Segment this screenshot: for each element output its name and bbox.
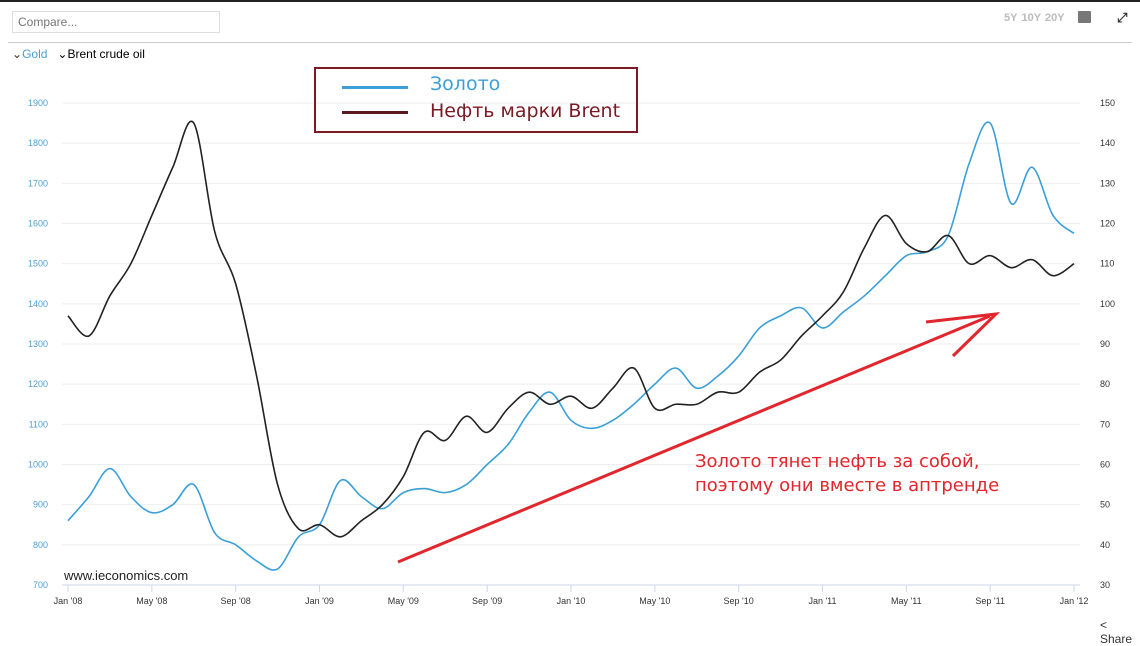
series-gold-label: Gold — [22, 47, 48, 61]
y-left-tick-label: 700 — [33, 580, 48, 590]
y-left-tick-label: 1400 — [28, 299, 48, 309]
series-brent-label: Brent crude oil — [67, 47, 145, 61]
range-5y[interactable]: 5Y — [1004, 12, 1018, 24]
chevron-down-icon: ⌄ — [12, 47, 23, 61]
y-left-tick-label: 1300 — [28, 339, 48, 349]
x-tick-label: Sep '10 — [724, 596, 754, 606]
y-right-tick-label: 110 — [1100, 259, 1114, 269]
gold-series-line — [67, 121, 1075, 571]
x-tick-label: Sep '08 — [221, 596, 251, 606]
share-label: Share — [1100, 632, 1133, 646]
annotation-line-2: поэтому они вместе в аптренде — [695, 475, 1000, 496]
y-right-tick-label: 70 — [1100, 419, 1110, 429]
series-toggles: ⌄Gold ⌄Brent crude oil — [12, 47, 145, 61]
y-right-tick-label: 100 — [1100, 299, 1115, 309]
y-right-tick-label: 150 — [1100, 98, 1115, 108]
share-button[interactable]: < Share — [1100, 618, 1140, 646]
calendar-icon[interactable] — [1078, 11, 1091, 23]
series-toggle-gold[interactable]: ⌄Gold — [12, 47, 47, 61]
x-tick-label: Jan '08 — [54, 596, 83, 606]
y-left-tick-label: 1600 — [28, 219, 48, 229]
annotation-line-1: Золото тянет нефть за собой, — [695, 451, 980, 472]
y-right-tick-label: 130 — [1100, 178, 1115, 188]
brent-series-line — [67, 120, 1075, 538]
share-icon: < — [1100, 618, 1108, 632]
y-left-tick-label: 1900 — [28, 98, 48, 108]
x-tick-label: May '10 — [639, 596, 670, 606]
trend-arrow-head — [925, 312, 1001, 358]
watermark: www.ieconomics.com — [64, 568, 189, 583]
y-left-tick-label: 1000 — [28, 460, 48, 470]
x-tick-label: Jan '12 — [1060, 596, 1089, 606]
x-tick-label: May '09 — [388, 596, 419, 606]
y-right-tick-label: 60 — [1100, 460, 1110, 470]
divider — [8, 42, 1132, 43]
y-right-tick-label: 40 — [1100, 540, 1110, 550]
expand-icon[interactable]: ⤢ — [1117, 10, 1128, 25]
legend-gold-swatch — [342, 86, 408, 89]
x-tick-label: Sep '09 — [472, 596, 502, 606]
x-tick-label: Jan '11 — [808, 596, 836, 606]
range-20y[interactable]: 20Y — [1045, 12, 1065, 24]
y-left-tick-label: 1200 — [28, 379, 48, 389]
y-right-tick-label: 140 — [1100, 138, 1115, 148]
trend-arrow — [397, 314, 991, 564]
legend-gold-label: Золото — [430, 73, 501, 95]
range-10y[interactable]: 10Y — [1021, 12, 1042, 24]
x-tick-label: May '11 — [891, 596, 922, 606]
range-selector: 5Y 10Y 20Y — [1004, 12, 1065, 24]
y-left-tick-label: 800 — [33, 540, 48, 550]
y-right-tick-label: 80 — [1100, 379, 1110, 389]
y-left-tick-label: 1800 — [28, 138, 48, 148]
y-right-tick-label: 30 — [1100, 580, 1110, 590]
y-left-tick-label: 1500 — [28, 259, 48, 269]
legend-brent-label: Нефть марки Brent — [430, 100, 621, 122]
chevron-down-icon: ⌄ — [57, 47, 68, 61]
y-right-tick-label: 50 — [1100, 500, 1110, 510]
annotation: Золото тянет нефть за собой, поэтому они… — [695, 450, 999, 498]
legend-brent-swatch — [342, 111, 408, 114]
x-tick-label: Sep '11 — [975, 596, 1005, 606]
y-right-tick-label: 120 — [1100, 219, 1115, 229]
x-tick-label: Jan '09 — [305, 596, 334, 606]
series-toggle-brent[interactable]: ⌄Brent crude oil — [57, 47, 144, 61]
legend-box: Золото Нефть марки Brent — [314, 67, 638, 133]
y-left-tick-label: 900 — [33, 500, 48, 510]
y-left-tick-label: 1700 — [28, 178, 48, 188]
y-left-tick-label: 1100 — [29, 419, 48, 429]
y-right-tick-label: 90 — [1100, 339, 1110, 349]
x-tick-label: May '08 — [136, 596, 167, 606]
x-tick-label: Jan '10 — [557, 596, 586, 606]
compare-input[interactable] — [12, 11, 220, 33]
